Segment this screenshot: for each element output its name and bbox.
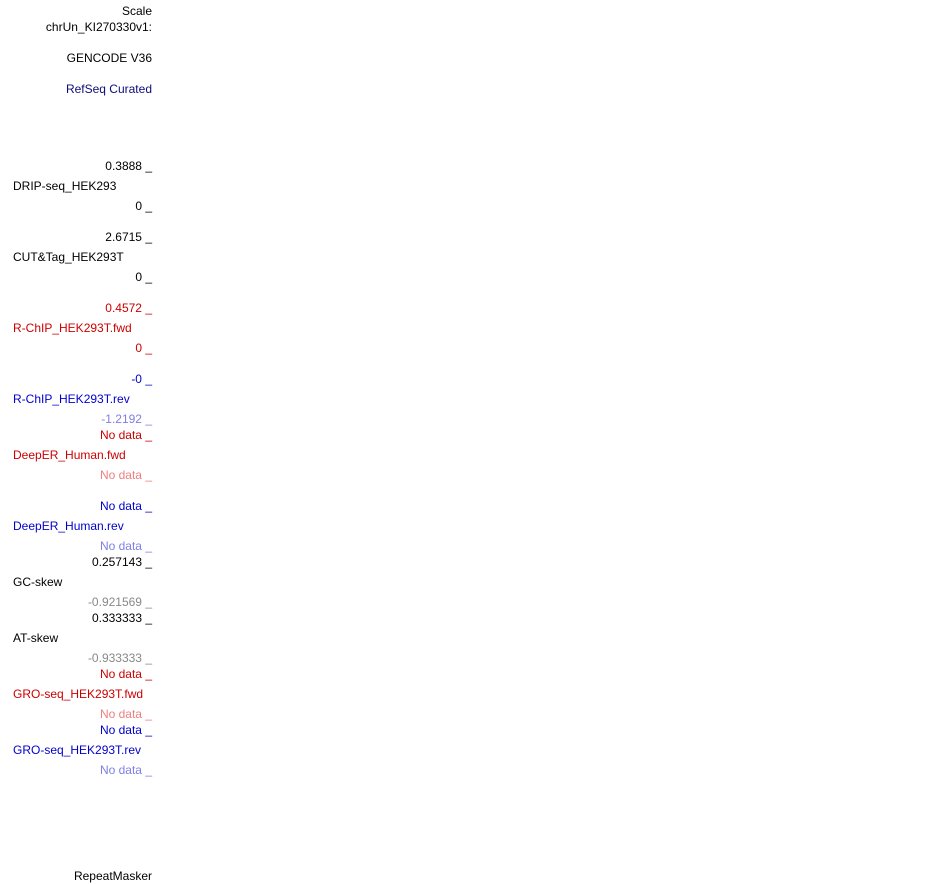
track-label-deeper-rev[interactable]: DeepER_Human.rev — [13, 519, 124, 533]
chrom-label: chrUn_KI270330v1: — [45, 20, 152, 34]
atskew-max-value: 0.333333 _ — [91, 611, 152, 625]
rchip-rev-min-value: -1.2192 _ — [101, 412, 152, 426]
deeper-rev-max-value: No data _ — [99, 499, 152, 513]
track-label-refseq[interactable]: RefSeq Curated — [65, 82, 152, 96]
drip-min-value: 0 _ — [135, 199, 152, 213]
track-label-atskew[interactable]: AT-skew — [13, 631, 59, 645]
track-label-deeper-fwd[interactable]: DeepER_Human.fwd — [13, 448, 126, 462]
gro-rev-min-value: No data _ — [99, 763, 152, 777]
track-label-gencode[interactable]: GENCODE V36 — [66, 51, 152, 65]
scale-label: Scale — [121, 4, 152, 18]
deeper-rev-min-value: No data _ — [99, 539, 152, 553]
cuttag-min-value: 0 _ — [135, 270, 152, 284]
track-label-cuttag[interactable]: CUT&Tag_HEK293T — [13, 250, 124, 264]
gcskew-max-value: 0.257143 _ — [91, 555, 152, 569]
track-label-gcskew[interactable]: GC-skew — [13, 575, 63, 589]
track-label-drip[interactable]: DRIP-seq_HEK293 — [13, 179, 117, 193]
cuttag-max-value: 2.6715 _ — [105, 230, 152, 244]
gcskew-min-value: -0.921569 _ — [87, 595, 152, 609]
deeper-fwd-max-value: No data _ — [99, 428, 152, 442]
drip-max-value: 0.3888 _ — [105, 159, 152, 173]
track-label-gro-rev[interactable]: GRO-seq_HEK293T.rev — [13, 743, 142, 757]
gro-fwd-max-value: No data _ — [99, 667, 152, 681]
atskew-min-value: -0.933333 _ — [87, 651, 152, 665]
track-label-rchip-rev[interactable]: R-ChIP_HEK293T.rev — [13, 392, 130, 406]
rchip-rev-max-value: -0 _ — [131, 372, 152, 386]
track-label-rchip-fwd[interactable]: R-ChIP_HEK293T.fwd — [13, 321, 132, 335]
rchip-fwd-min-value: 0 _ — [135, 341, 152, 355]
deeper-fwd-min-value: No data _ — [99, 468, 152, 482]
rchip-fwd-max-value: 0.4572 _ — [105, 301, 152, 315]
gro-rev-max-value: No data _ — [99, 723, 152, 737]
gro-fwd-min-value: No data _ — [99, 707, 152, 721]
track-label-gro-fwd[interactable]: GRO-seq_HEK293T.fwd — [13, 687, 144, 701]
track-label-repeatmasker[interactable]: RepeatMasker — [73, 869, 152, 883]
